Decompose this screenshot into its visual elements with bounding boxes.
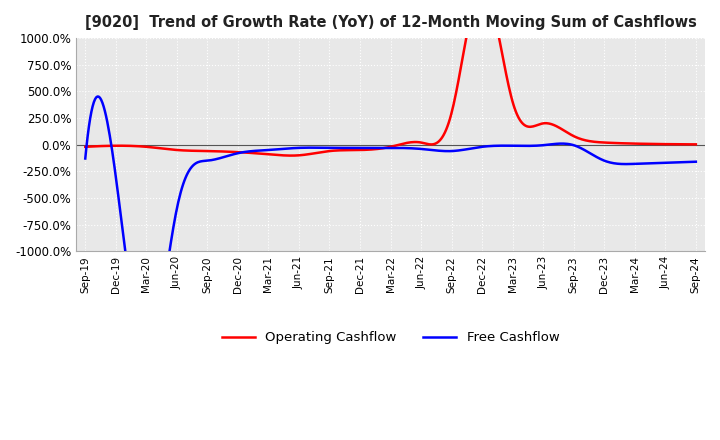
Line: Free Cashflow: Free Cashflow	[85, 96, 696, 358]
Legend: Operating Cashflow, Free Cashflow: Operating Cashflow, Free Cashflow	[217, 326, 564, 350]
Free Cashflow	[414, 146, 423, 151]
Title: [9020]  Trend of Growth Rate (YoY) of 12-Month Moving Sum of Cashflows: [9020] Trend of Growth Rate (YoY) of 12-…	[85, 15, 696, 30]
Free Cashflow	[93, 94, 102, 99]
Free Cashflow	[81, 156, 89, 161]
Operating Cashflow	[584, 138, 593, 143]
Free Cashflow	[584, 150, 593, 155]
Line: Operating Cashflow: Operating Cashflow	[85, 0, 696, 156]
Free Cashflow	[447, 148, 456, 154]
Free Cashflow	[691, 159, 700, 165]
Operating Cashflow	[691, 142, 700, 147]
Operating Cashflow	[287, 153, 295, 158]
Operating Cashflow	[413, 139, 421, 145]
Operating Cashflow	[446, 116, 454, 121]
Free Cashflow	[374, 145, 382, 150]
Operating Cashflow	[81, 144, 89, 150]
Free Cashflow	[142, 355, 150, 360]
Operating Cashflow	[372, 147, 381, 152]
Free Cashflow	[679, 160, 688, 165]
Free Cashflow	[377, 145, 386, 150]
Operating Cashflow	[679, 142, 688, 147]
Operating Cashflow	[376, 146, 384, 151]
